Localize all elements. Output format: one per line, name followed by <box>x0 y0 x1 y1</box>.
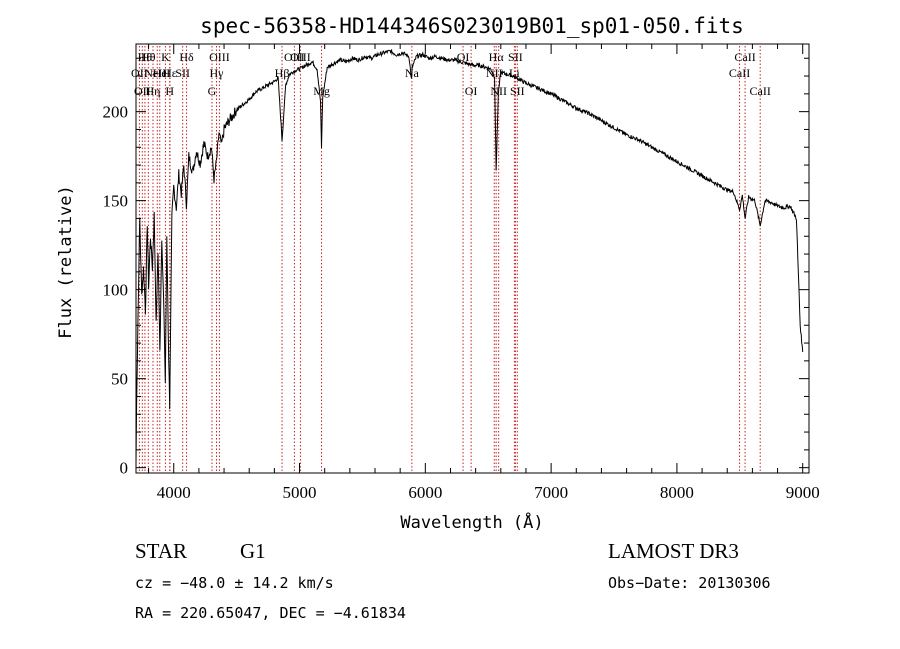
x-tick-label: 4000 <box>157 483 191 502</box>
spectral-line-label: CaII <box>734 50 755 64</box>
x-tick-label: 6000 <box>408 483 442 502</box>
redshift-text: cz = −48.0 ± 14.2 km/s <box>135 574 334 592</box>
spectral-line-label: SII <box>508 50 523 64</box>
spectral-line-label: K <box>161 50 170 64</box>
spectral-line-label: Mg <box>313 84 330 98</box>
object-class: STAR <box>135 539 187 563</box>
spectral-line-label: H <box>165 84 174 98</box>
spectral-line-label: Hε <box>163 66 177 80</box>
spectral-line-label: Hθ <box>138 50 153 64</box>
x-tick-label: 9000 <box>786 483 820 502</box>
y-axis-label: Flux (relative) <box>56 185 76 339</box>
spectral-line-label: G <box>208 84 217 98</box>
spectral-line-label: OII <box>131 66 148 80</box>
spectral-line-label: NeIII <box>144 66 170 80</box>
y-tick-label: 0 <box>120 459 129 478</box>
y-tick-label: 100 <box>103 281 129 300</box>
axis-ticks <box>136 44 809 473</box>
object-subclass: G1 <box>240 539 266 563</box>
y-tick-label: 200 <box>103 103 129 122</box>
spectral-line-label: CaII <box>750 84 771 98</box>
spectral-line-label: Hβ <box>275 66 290 80</box>
chart-title: spec-56358-HD144346S023019B01_sp01-050.f… <box>200 14 744 38</box>
spectral-line-label: CaII <box>729 66 750 80</box>
spectral-line-label: NII <box>486 66 503 80</box>
plot-frame <box>135 43 810 474</box>
spectral-line-label: He <box>153 66 167 80</box>
x-tick-label: 8000 <box>660 483 694 502</box>
survey-name: LAMOST DR3 <box>608 539 739 563</box>
spectral-line-labels: OIIOIIHθHθHηNeIIIHeKHHεSIIHδGHγOIIIHβOII… <box>131 50 771 98</box>
spectrum-line <box>135 48 804 465</box>
spectral-line-label: OIII <box>209 50 230 64</box>
spectral-line-label: Li <box>509 66 520 80</box>
y-tick-label: 50 <box>111 370 128 389</box>
y-tick-label: 150 <box>103 192 129 211</box>
x-axis-label: Wavelength (Å) <box>400 511 543 533</box>
spectral-line-markers <box>138 46 761 473</box>
spectral-line-label: SII <box>175 66 190 80</box>
obs-date-text: Obs−Date: 20130306 <box>608 574 771 592</box>
spectral-line-label: Hα <box>489 50 505 64</box>
spectral-line-label: Hγ <box>210 66 225 80</box>
spectral-line-label: OIII <box>290 50 311 64</box>
spectral-line-label: Hδ <box>179 50 194 64</box>
spectral-line-label: Hη <box>146 84 161 98</box>
axis-tick-labels: 4000 5000 6000 7000 8000 9000 0 50 100 150 200 <box>103 103 820 502</box>
x-tick-label: 7000 <box>534 483 568 502</box>
spectral-line-label: SII <box>510 84 525 98</box>
spectral-line-label: Hθ <box>141 50 156 64</box>
spectral-line-label: OII <box>134 84 151 98</box>
x-tick-label: 5000 <box>283 483 317 502</box>
coordinates-text: RA = 220.65047, DEC = −4.61834 <box>135 604 406 622</box>
spectral-line-label: OI <box>465 84 478 98</box>
